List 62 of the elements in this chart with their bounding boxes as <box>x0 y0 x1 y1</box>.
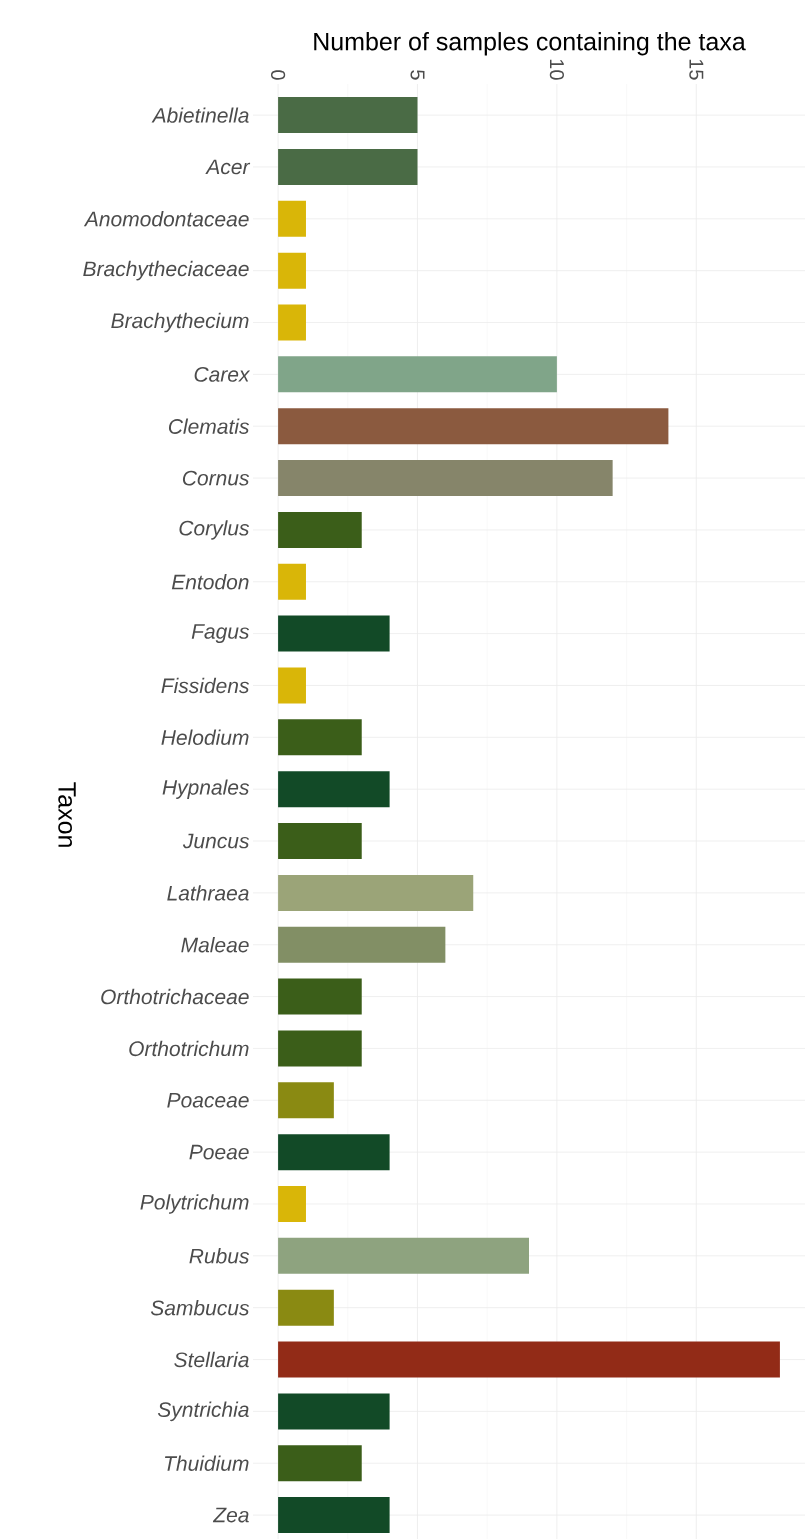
y-tick-label: Fissidens <box>161 677 250 694</box>
bar <box>278 1082 334 1119</box>
y-tick-label: Poeae <box>189 1144 249 1160</box>
bar <box>278 1445 362 1482</box>
y-tick-label: Syntrichia <box>157 1401 249 1422</box>
bar <box>278 511 362 548</box>
bar <box>278 667 306 704</box>
y-tick-label: Brachythecium <box>111 312 249 333</box>
y-tick-label: Brachytheciaceae <box>83 260 249 281</box>
y-tick-label: Helodium <box>161 729 249 746</box>
y-tick-label: Clematis <box>168 418 250 434</box>
y-tick-label: Orthotrichum <box>129 1040 249 1057</box>
bar <box>278 1237 529 1274</box>
bar <box>278 1393 390 1430</box>
bar <box>278 200 306 237</box>
y-tick-label: Sambucus <box>150 1299 250 1316</box>
x-tick-label: 10 <box>549 59 564 80</box>
y-tick-label: Maleae <box>181 937 249 953</box>
bar <box>278 1030 362 1067</box>
y-tick-label: Corylus <box>179 520 250 540</box>
y-tick-label: Juncus <box>182 833 250 849</box>
y-tick-label: Anomodontaceae <box>83 211 249 227</box>
bar <box>278 771 390 808</box>
bar <box>278 719 362 756</box>
x-axis-title: Number of samples containing the taxa <box>314 32 746 56</box>
bar <box>278 978 362 1015</box>
bar <box>278 1134 390 1171</box>
bar <box>278 1289 334 1326</box>
y-axis-title: Taxon <box>58 782 76 847</box>
bar <box>278 356 557 393</box>
y-tick-label: Cornus <box>182 470 250 486</box>
y-tick-label: Fagus <box>191 624 250 644</box>
y-tick-label: Poaceae <box>167 1092 249 1108</box>
y-tick-label: Rubus <box>189 1248 250 1264</box>
y-tick-label: Carex <box>194 366 251 382</box>
bar <box>278 1341 780 1378</box>
bar <box>278 408 669 445</box>
bar <box>278 304 306 341</box>
y-tick-label: Acer <box>205 159 251 175</box>
bar <box>278 823 362 860</box>
y-tick-label: Zea <box>212 1507 249 1523</box>
bar <box>278 252 306 289</box>
y-tick-label: Lathraea <box>167 885 249 901</box>
bar <box>278 563 306 600</box>
bar <box>278 615 390 652</box>
bar <box>278 97 418 134</box>
bar <box>278 1497 390 1534</box>
bar <box>278 460 613 497</box>
x-tick-label: 5 <box>410 70 425 80</box>
y-tick-label: Orthotrichaceae <box>101 988 249 1005</box>
x-tick-label: 0 <box>271 70 286 80</box>
bar <box>278 1185 306 1222</box>
y-tick-label: Abietinella <box>151 107 249 123</box>
y-tick-label: Hypnales <box>162 779 250 799</box>
y-tick-label: Stellaria <box>174 1351 249 1368</box>
bar <box>278 148 418 185</box>
bar <box>278 874 474 911</box>
y-tick-label: Thuidium <box>165 1455 249 1471</box>
bar <box>278 926 446 963</box>
y-tick-label: Polytrichum <box>140 1194 249 1214</box>
x-tick-label: 15 <box>689 59 704 80</box>
y-tick-label: Entodon <box>171 574 249 590</box>
